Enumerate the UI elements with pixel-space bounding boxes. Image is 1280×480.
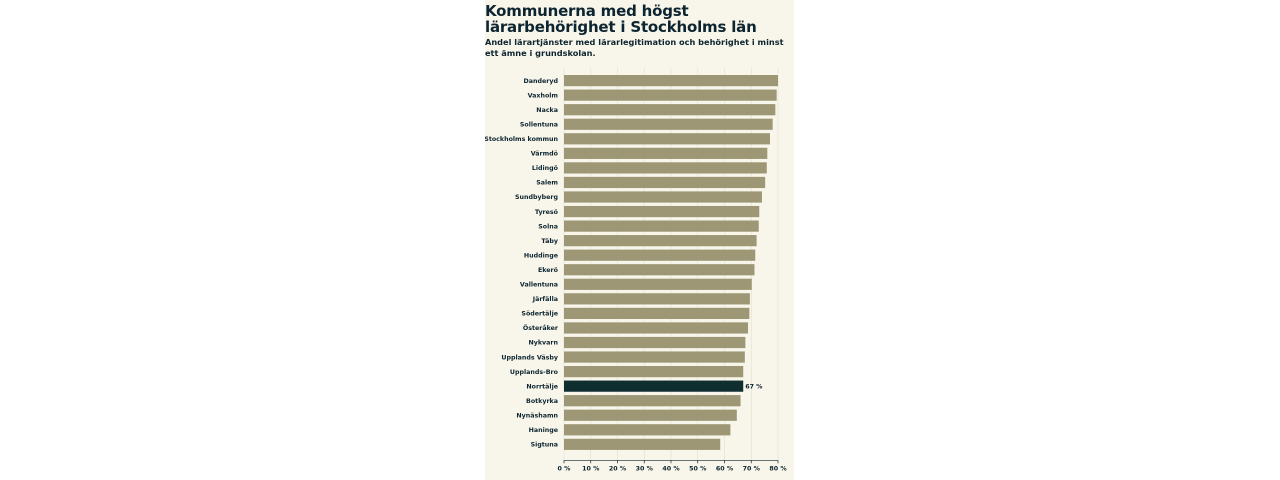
bar-österåker xyxy=(564,322,749,334)
category-label: Haninge xyxy=(529,427,558,434)
category-label: Danderyd xyxy=(524,78,558,85)
category-label: Nynäshamn xyxy=(516,412,558,419)
category-label: Järfälla xyxy=(532,296,558,303)
category-label: Lidingö xyxy=(532,165,559,172)
category-label: Sundbyberg xyxy=(515,194,558,201)
bar-upplands-väsby xyxy=(564,351,745,363)
bar-lidingö xyxy=(564,162,767,174)
bar-upplands-bro xyxy=(564,366,744,378)
x-tick-label: 30 % xyxy=(636,465,654,472)
bar-botkyrka xyxy=(564,395,741,407)
x-tick-label: 40 % xyxy=(662,465,680,472)
category-label: Södertälje xyxy=(521,311,558,318)
bar-täby xyxy=(564,235,757,247)
data-label: 67 % xyxy=(745,383,763,390)
category-label: Sigtuna xyxy=(531,442,558,449)
x-tick-label: 70 % xyxy=(743,465,761,472)
x-tick-label: 80 % xyxy=(769,465,787,472)
bar-haninge xyxy=(564,424,731,436)
category-label: Solna xyxy=(538,223,558,230)
bar-ekerö xyxy=(564,264,755,276)
category-label: Tyresö xyxy=(535,209,559,216)
bar-sollentuna xyxy=(564,118,773,130)
category-label: Vallentuna xyxy=(520,282,558,289)
bar-vallentuna xyxy=(564,278,752,290)
bar-nacka xyxy=(564,104,776,116)
bar-chart: Danderyd Vaxholm Nacka Sollentuna Stockholms… xyxy=(485,68,787,472)
category-label: Värmdö xyxy=(531,151,559,158)
x-tick-label: 10 % xyxy=(582,465,600,472)
category-label: Huddinge xyxy=(524,252,558,259)
x-tick-label: 60 % xyxy=(716,465,734,472)
bar-järfälla xyxy=(564,293,750,305)
bar-huddinge xyxy=(564,249,756,261)
bar-värmdö xyxy=(564,147,768,159)
bar-danderyd xyxy=(564,75,778,87)
x-tick-label: 0 % xyxy=(558,465,572,472)
category-label: Upplands-Bro xyxy=(510,369,559,376)
category-label: Salem xyxy=(536,180,558,187)
category-label: Stockholms kommun xyxy=(485,136,558,143)
category-label: Sollentuna xyxy=(520,121,558,128)
chart-subtitle: Andel lärartjänster med lärarlegitimatio… xyxy=(485,37,784,58)
bar-stockholms-kommun xyxy=(564,133,770,145)
x-tick-label: 20 % xyxy=(609,465,627,472)
bar-nykvarn xyxy=(564,336,746,349)
bar-solna xyxy=(564,220,759,232)
bar-södertälje xyxy=(564,307,750,319)
chart-title: Kommunerna med högst lärarbehörighet i S… xyxy=(485,2,757,36)
category-label: Upplands Väsby xyxy=(501,354,558,361)
category-label: Österåker xyxy=(523,323,559,332)
category-label: Botkyrka xyxy=(526,398,558,405)
bar-salem xyxy=(564,176,766,189)
x-tick-label: 50 % xyxy=(689,465,707,472)
bar-sundbyberg xyxy=(564,191,762,203)
bar-nynäshamn xyxy=(564,409,737,421)
bar-norrtälje xyxy=(564,380,744,392)
category-label: Täby xyxy=(541,238,558,245)
bar-tyresö xyxy=(564,205,760,218)
category-label: Vaxholm xyxy=(528,92,559,99)
category-label: Ekerö xyxy=(538,267,559,274)
bar-vaxholm xyxy=(564,89,777,101)
bar-sigtuna xyxy=(564,438,721,450)
category-label: Norrtälje xyxy=(526,383,558,390)
category-label: Nacka xyxy=(536,107,558,114)
category-label: Nykvarn xyxy=(528,340,558,347)
